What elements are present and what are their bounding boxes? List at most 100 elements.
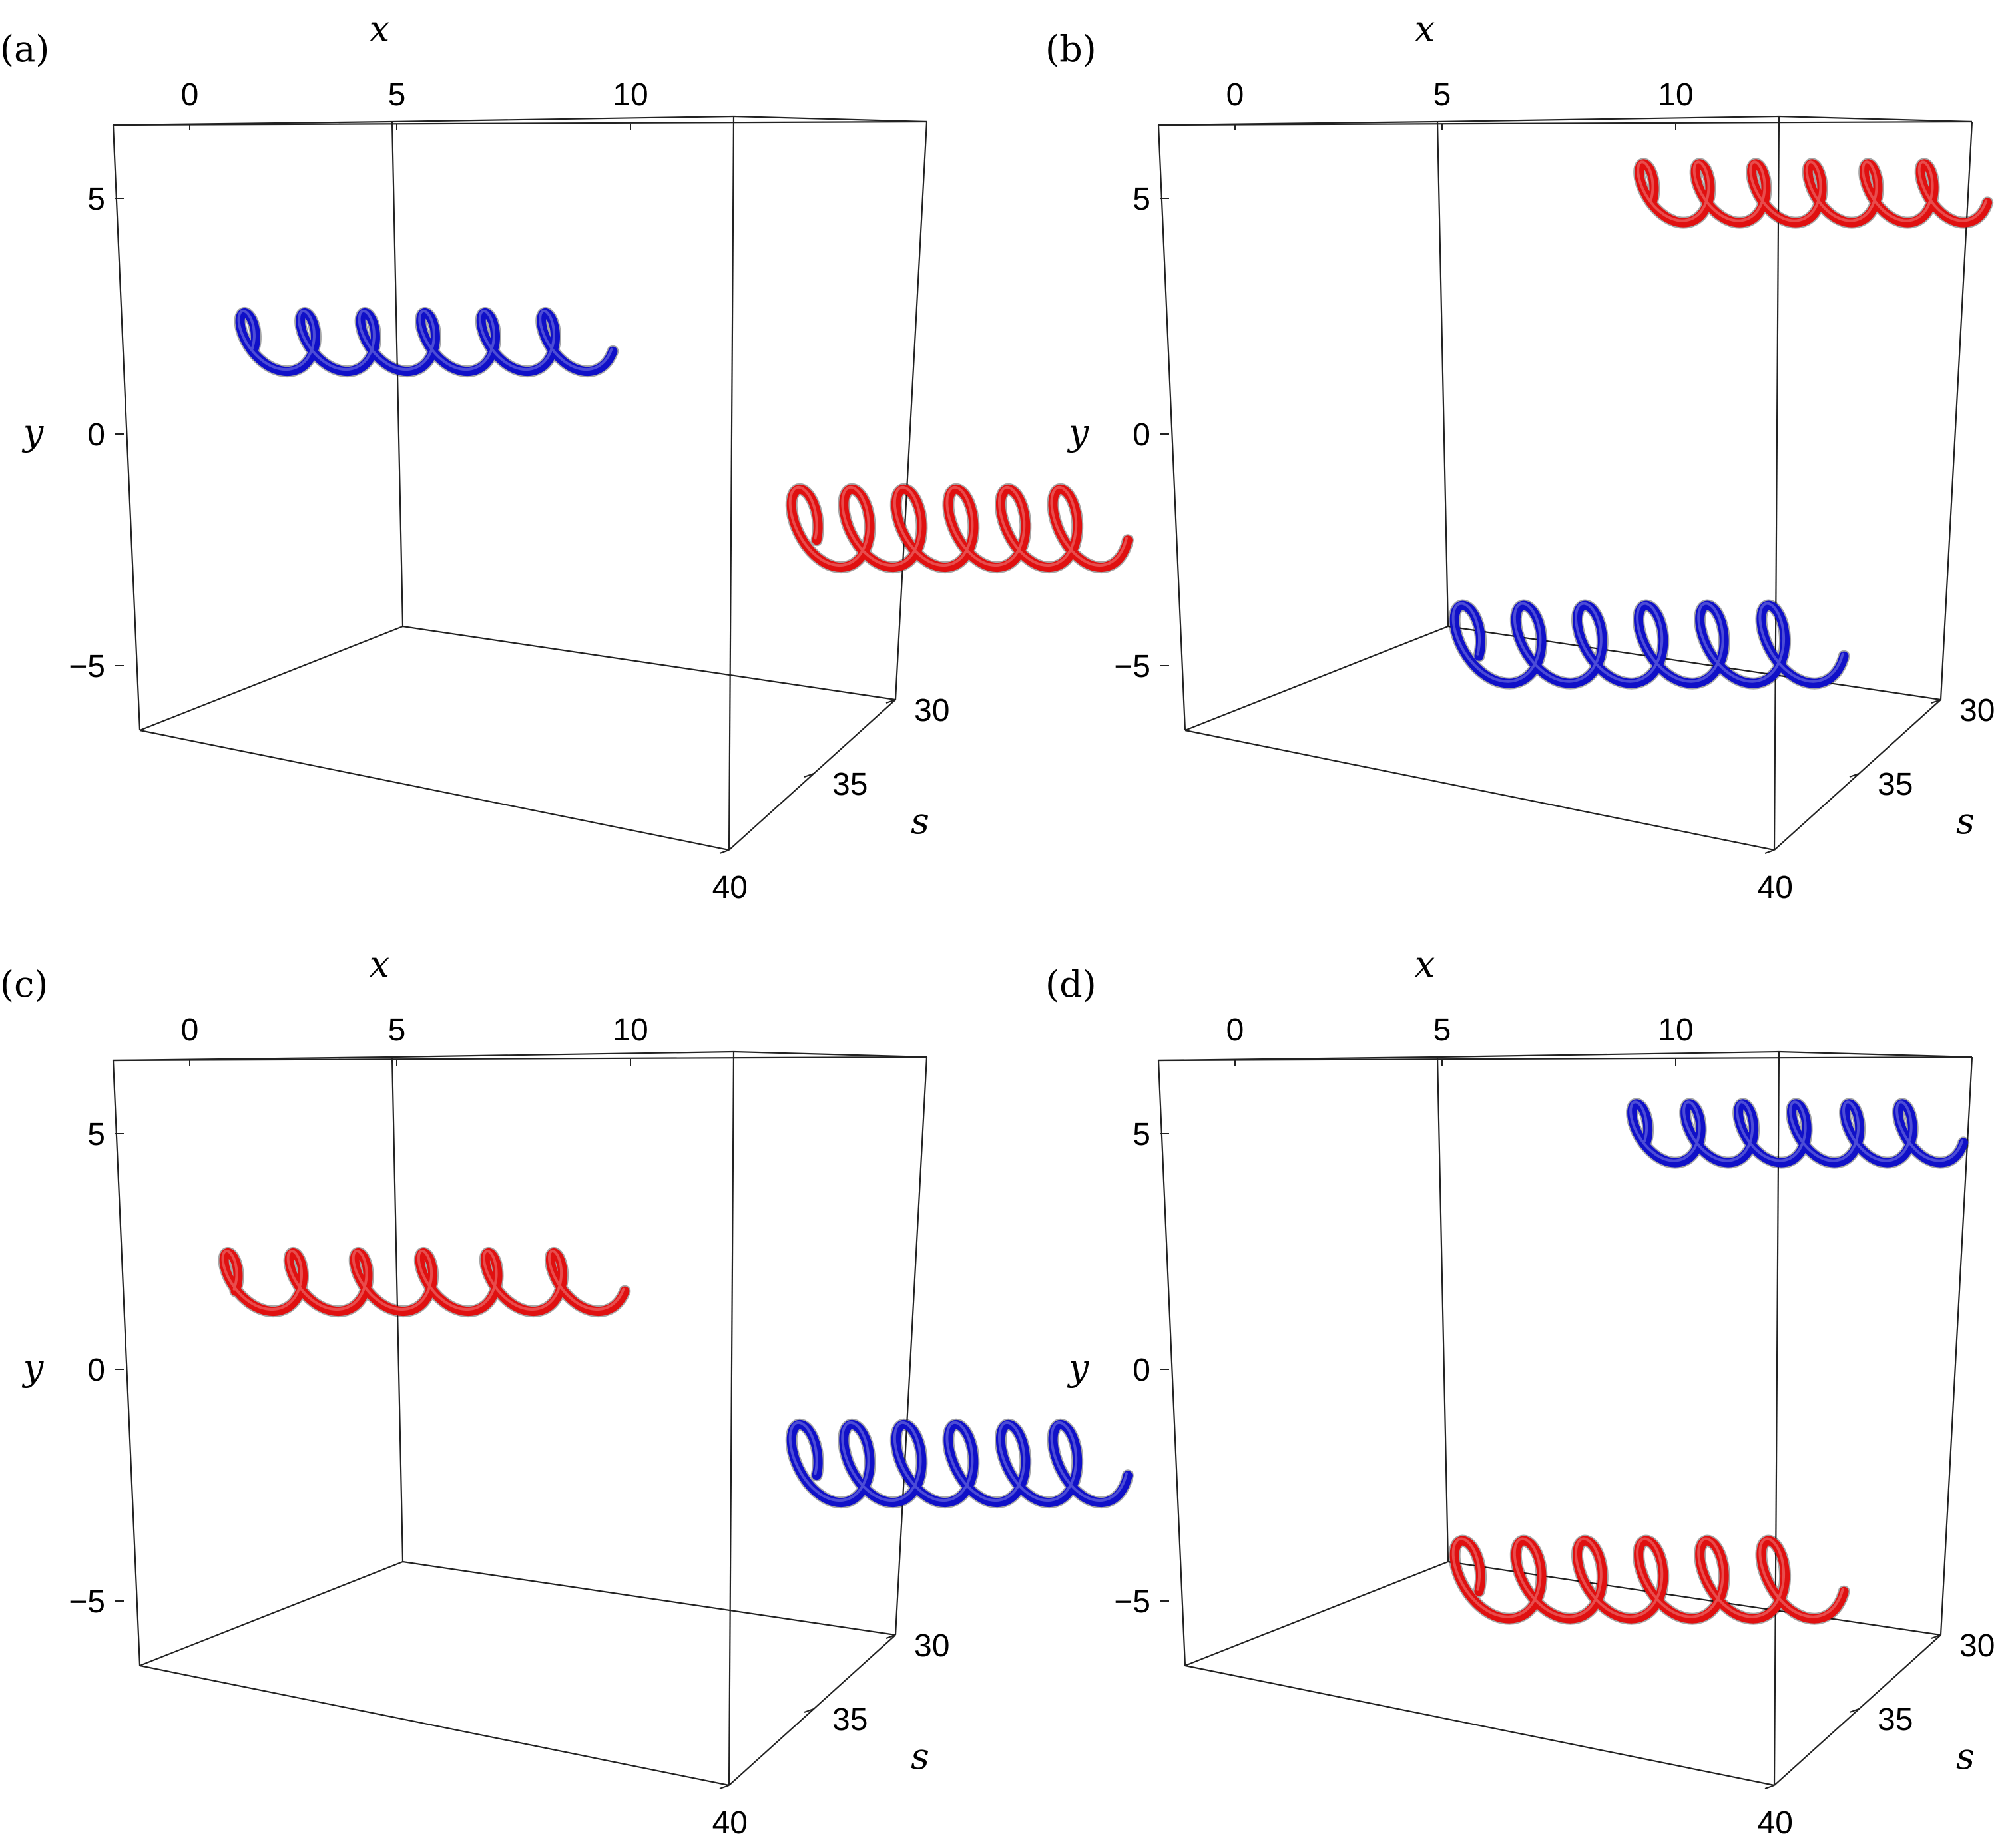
y-tick-label: 5 — [87, 182, 105, 217]
x-tick-label: 5 — [1433, 1013, 1451, 1048]
x-axis-title: x — [1415, 943, 1435, 985]
box-edge — [1773, 116, 1780, 851]
s-tick-mark — [1849, 1708, 1860, 1713]
x-axis-title: x — [1415, 8, 1435, 50]
helix-highlight — [1451, 602, 1844, 683]
helix-blue — [235, 308, 618, 377]
box-edge — [728, 1051, 735, 1786]
box-edge — [112, 1060, 141, 1666]
box-edge — [1184, 1664, 1775, 1787]
y-tick-label: 0 — [1133, 417, 1150, 453]
s-tick-label: 30 — [1959, 1628, 1995, 1664]
x-tick-label: 0 — [1226, 77, 1244, 113]
box-edge — [1778, 115, 1973, 123]
helix-red — [786, 484, 1133, 573]
box-edge — [391, 1050, 734, 1058]
helix-red — [1449, 1536, 1849, 1624]
s-tick-label: 40 — [712, 870, 748, 905]
box-edge — [1778, 1050, 1973, 1058]
panel-label: (d) — [1045, 963, 1097, 1005]
x-tick-label: 0 — [1226, 1013, 1244, 1048]
box-edge — [113, 1056, 927, 1062]
panel-label: (b) — [1045, 28, 1097, 70]
x-tick-label: 10 — [1658, 77, 1693, 113]
box-edge — [894, 1056, 928, 1636]
s-tick-mark — [885, 1634, 896, 1639]
s-tick-label: 30 — [914, 693, 949, 728]
s-tick-mark — [719, 849, 730, 854]
helix-red — [1635, 159, 1993, 228]
helix-red — [219, 1248, 630, 1317]
box-edge — [1939, 1056, 1973, 1636]
box-edge — [113, 120, 393, 126]
s-tick-mark — [804, 1708, 814, 1713]
box-edge — [139, 729, 730, 851]
box-edge — [1158, 120, 1973, 126]
box-edge — [728, 699, 896, 851]
panel-2: (b) x 0 5 10 y 5 0 −5 s 30 35 40 — [1045, 8, 1995, 905]
s-tick-mark — [885, 699, 896, 704]
s-tick-mark — [1764, 849, 1775, 854]
s-tick-mark — [1931, 699, 1941, 704]
box-edge — [728, 116, 735, 851]
x-tick-label: 5 — [1433, 77, 1451, 113]
panel-label: (c) — [0, 963, 48, 1005]
x-axis-title: x — [370, 8, 389, 50]
helix-highlight — [1451, 1537, 1844, 1618]
s-tick-label: 35 — [1878, 767, 1913, 802]
box-edge — [1437, 115, 1780, 123]
x-tick-label: 10 — [1658, 1013, 1693, 1048]
box-edge — [391, 115, 734, 123]
s-tick-label: 40 — [712, 1805, 748, 1840]
box-edge — [1436, 1056, 1449, 1562]
box-edge — [402, 625, 896, 701]
s-tick-mark — [719, 1785, 730, 1789]
panel-4: (d) x 0 5 10 y 5 0 −5 s 30 35 40 — [1045, 943, 1995, 1840]
box-edge — [1437, 1050, 1780, 1058]
y-tick-label: 0 — [87, 1353, 105, 1388]
y-tick-label: −5 — [1114, 1584, 1150, 1620]
x-tick-label: 0 — [181, 77, 199, 113]
y-axis-title: y — [1067, 411, 1090, 453]
x-tick-label: 5 — [388, 1013, 406, 1048]
box-edge — [733, 1050, 927, 1058]
x-tick-label: 10 — [613, 77, 648, 113]
helix-highlight — [1629, 1100, 1964, 1162]
box-edge — [1939, 121, 1973, 700]
x-axis-title: x — [370, 943, 389, 985]
box-edge — [139, 1560, 403, 1667]
box-edge — [1774, 699, 1941, 851]
s-axis-title: s — [1956, 1735, 1975, 1777]
panel-label: (a) — [0, 28, 49, 70]
s-tick-label: 40 — [1758, 870, 1793, 905]
box-edge — [113, 120, 927, 126]
y-tick-label: 5 — [1133, 1117, 1150, 1152]
y-axis-title: y — [22, 411, 45, 453]
x-tick-label: 5 — [388, 77, 406, 113]
panel-1: (a) x 0 5 10 y 5 0 −5 s 30 35 40 — [0, 8, 1134, 905]
box-edge — [139, 625, 403, 732]
y-axis-title: y — [22, 1347, 45, 1389]
box-edge — [733, 115, 927, 123]
box-edge — [113, 1056, 393, 1062]
y-axis-title: y — [1067, 1347, 1090, 1389]
box-edge — [112, 124, 141, 731]
helix-highlight — [221, 1249, 625, 1311]
helix-blue — [1449, 600, 1849, 688]
helix-blue — [786, 1419, 1133, 1508]
box-edge — [139, 1664, 730, 1787]
helix-highlight — [1637, 160, 1988, 222]
box-edge — [1157, 124, 1186, 731]
y-tick-label: −5 — [69, 649, 105, 684]
s-tick-label: 35 — [1878, 1702, 1913, 1737]
box-edge — [1773, 1051, 1780, 1786]
box-edge — [1447, 625, 1941, 701]
helix-blue — [1627, 1099, 1969, 1168]
s-axis-title: s — [911, 1735, 929, 1777]
y-tick-label: −5 — [1114, 649, 1150, 684]
box-edge — [1158, 1056, 1973, 1062]
y-tick-label: 5 — [1133, 182, 1150, 217]
helix-highlight — [788, 485, 1128, 567]
helix-highlight — [237, 309, 613, 371]
